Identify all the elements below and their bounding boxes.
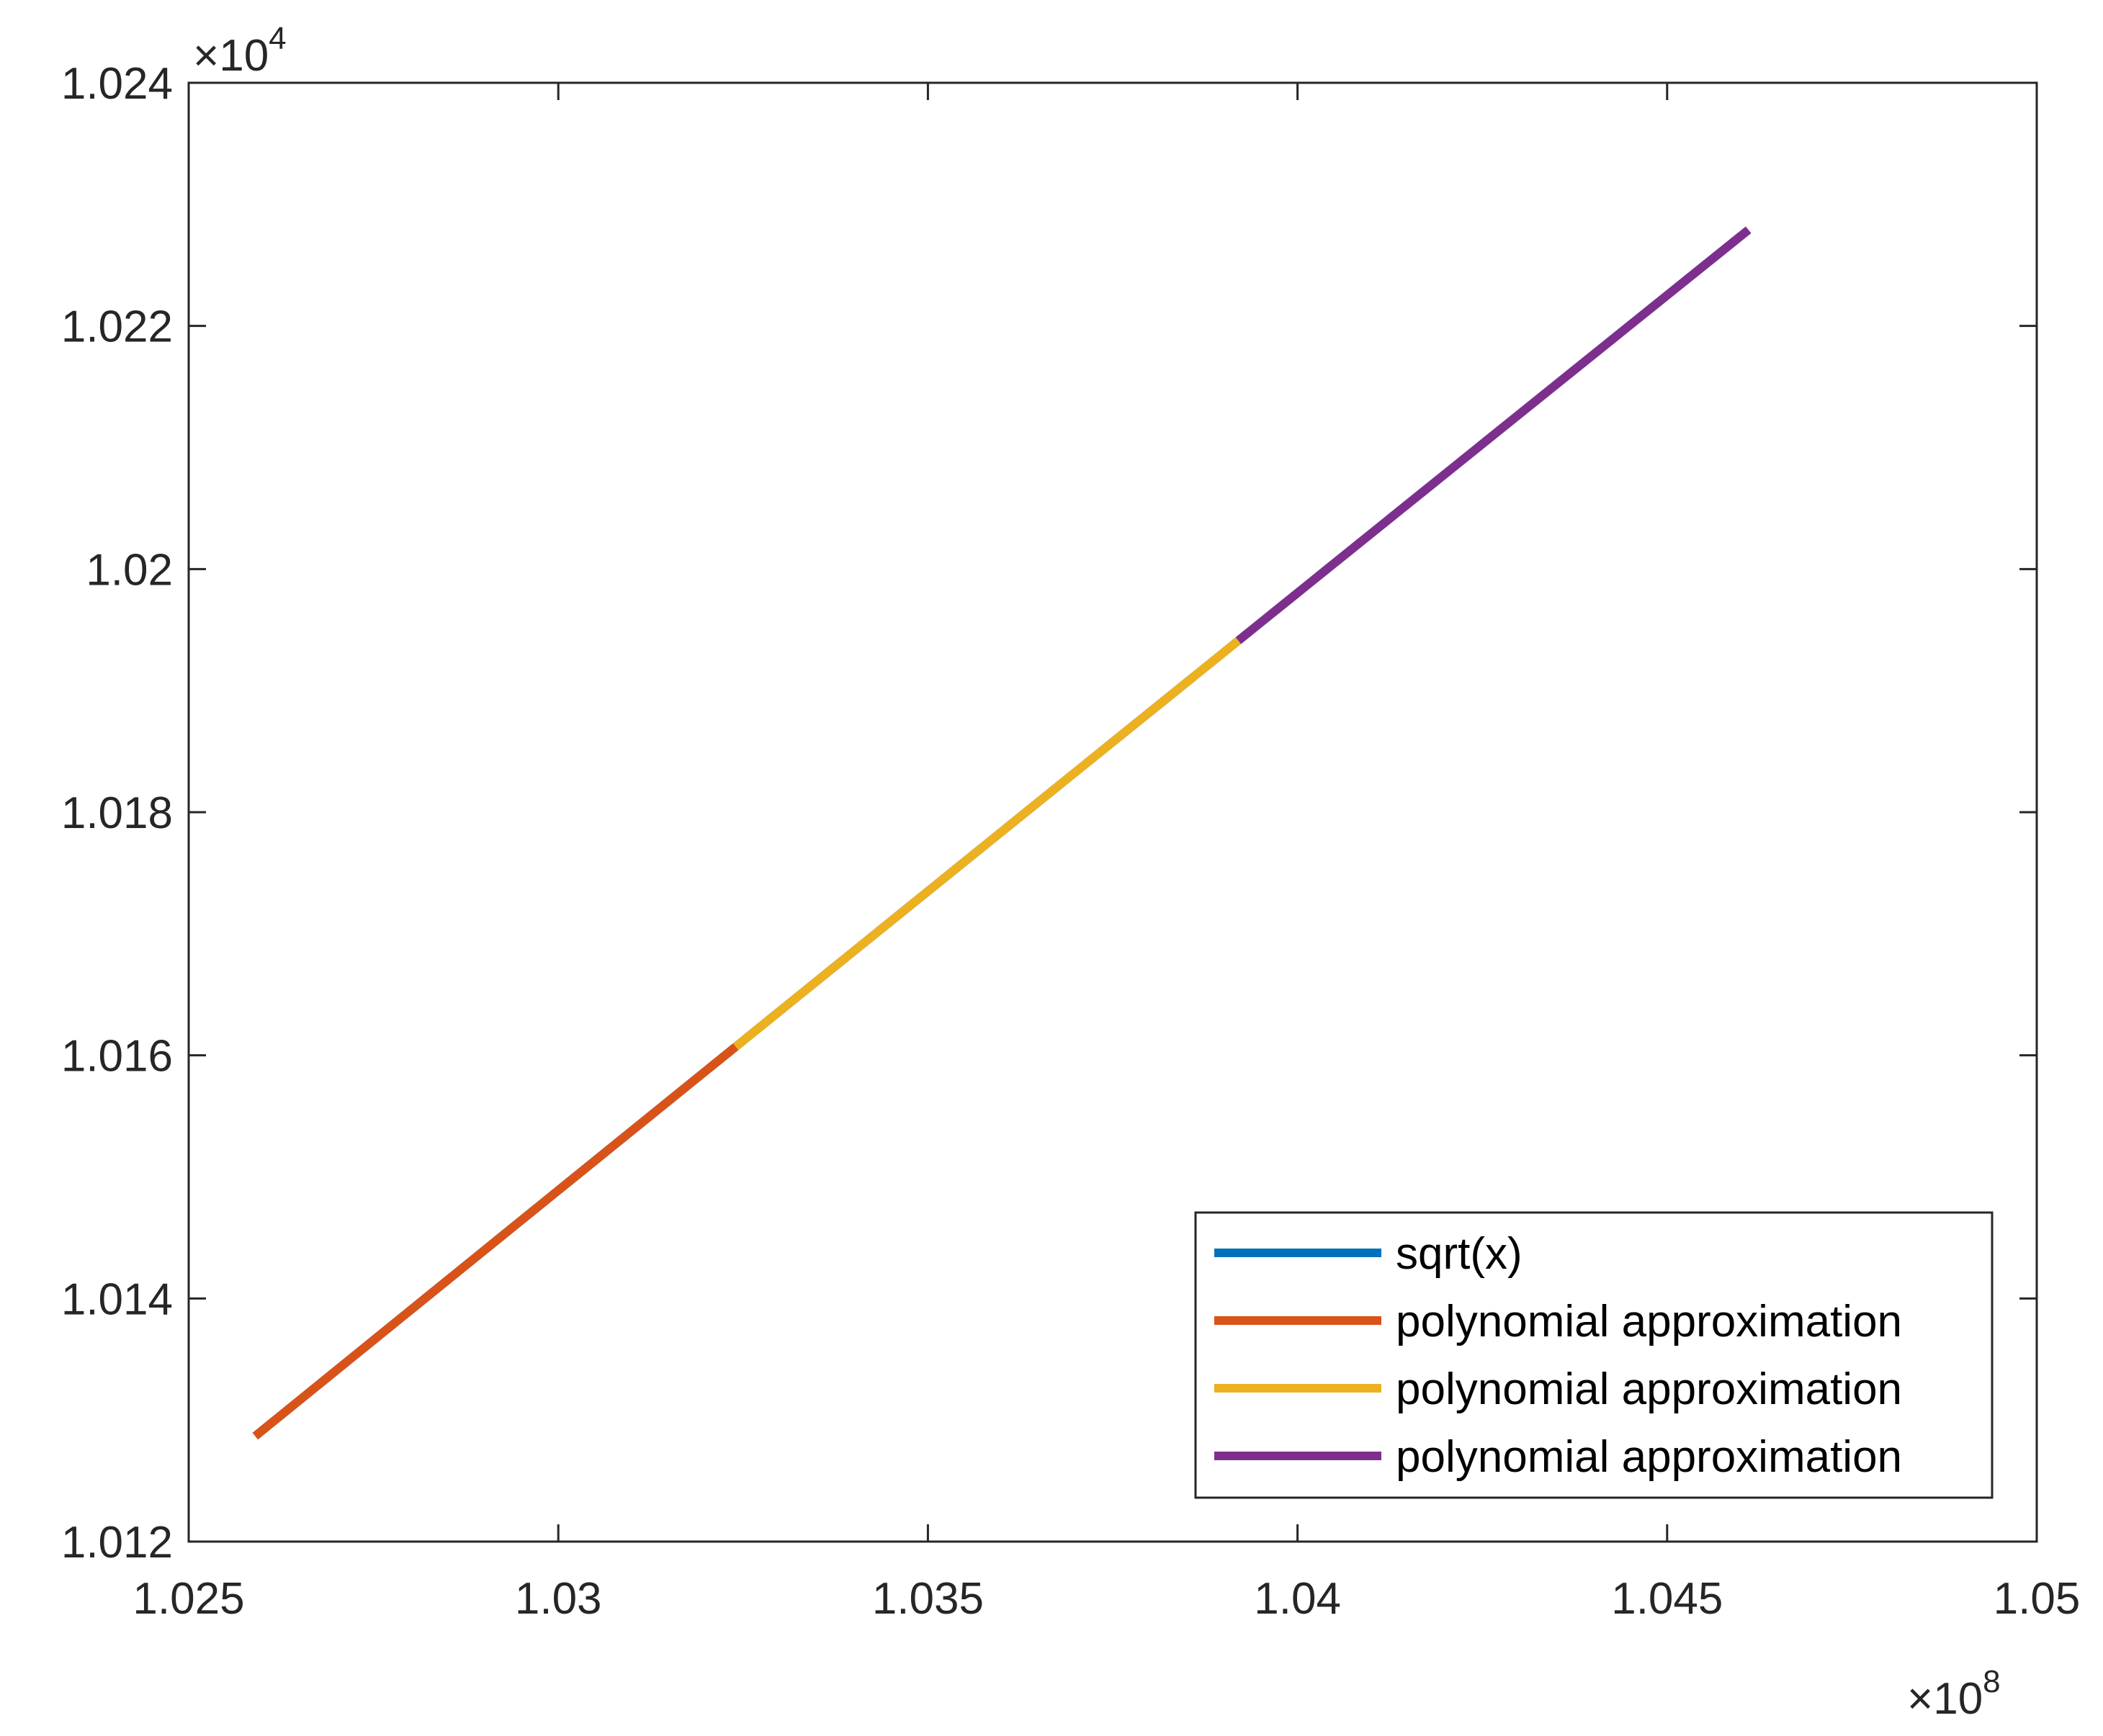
- y-tick-label: 1.016: [61, 1032, 173, 1081]
- legend-label-1: sqrt(x): [1396, 1229, 1523, 1279]
- series-line-2: [252, 1043, 739, 1440]
- y-tick-label: 1.022: [61, 302, 173, 352]
- y-exponent-label: ×104: [193, 21, 287, 81]
- series-layer: [252, 226, 1752, 1440]
- legend-box: [1194, 1211, 1994, 1499]
- legend-entries: sqrt(x) polynomial approximation polynomia…: [1214, 1229, 1902, 1482]
- y-tick-label: 1.012: [61, 1518, 173, 1568]
- y-tick-label: 1.02: [86, 545, 173, 595]
- legend: sqrt(x) polynomial approximation polynomia…: [1194, 1211, 1994, 1499]
- legend-label-4: polynomial approximation: [1396, 1432, 1902, 1482]
- legend-label-2: polynomial approximation: [1396, 1297, 1902, 1346]
- x-exponent-label: ×108: [1907, 1664, 2001, 1724]
- y-tick-label: 1.014: [61, 1274, 173, 1324]
- axes-box: [187, 81, 2038, 1543]
- legend-label-3: polynomial approximation: [1396, 1364, 1902, 1414]
- y-tick-label: 1.024: [61, 59, 173, 109]
- series-line-4: [1235, 226, 1752, 644]
- x-tick-label: 1.025: [133, 1574, 244, 1624]
- series-line-3: [732, 637, 1242, 1051]
- y-tick-label: 1.018: [61, 788, 173, 838]
- labels-layer: 1.025 1.03 1.035 1.04 1.045 1.05 1.012 1.014 1.0…: [61, 59, 2080, 1624]
- x-tick-label: 1.05: [1994, 1574, 2081, 1624]
- x-tick-label: 1.03: [515, 1574, 602, 1624]
- x-tick-label: 1.04: [1254, 1574, 1341, 1624]
- x-tick-label: 1.045: [1611, 1574, 1723, 1624]
- x-tick-label: 1.035: [872, 1574, 984, 1624]
